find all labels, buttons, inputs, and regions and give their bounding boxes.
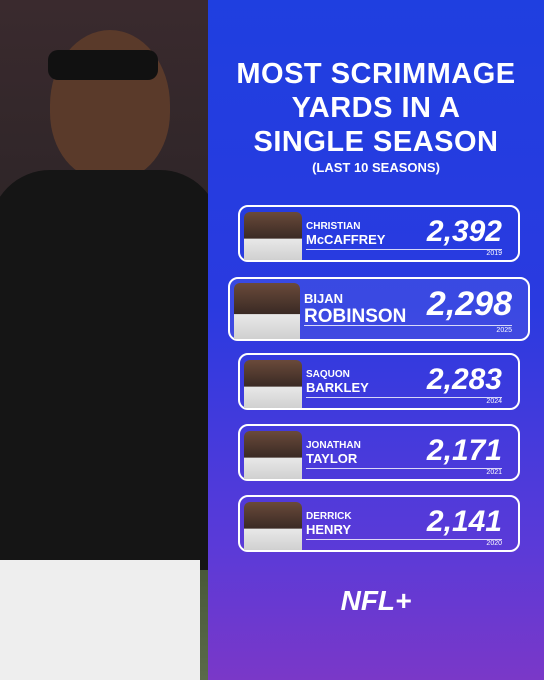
headband <box>48 50 158 80</box>
title-line: MOST SCRIMMAGE <box>236 58 516 90</box>
player-card: SAQUON BARKLEY 2,283 2024 <box>238 353 520 410</box>
divider <box>304 325 512 326</box>
first-name: SAQUON <box>306 369 350 380</box>
yards: 2,171 <box>426 434 502 467</box>
last-name: HENRY <box>306 522 352 537</box>
first-name: CHRISTIAN <box>306 221 361 232</box>
season-year: 2024 <box>486 398 502 405</box>
yards: 2,283 <box>426 363 502 396</box>
last-name: TAYLOR <box>306 451 358 466</box>
player-card: CHRISTIAN McCAFFREY 2,392 2019 <box>238 205 520 262</box>
info-panel: MOST SCRIMMAGE YARDS IN A SINGLE SEASON … <box>208 0 544 680</box>
subtitle: (LAST 10 SEASONS) <box>312 160 440 175</box>
headshot <box>244 431 302 479</box>
yards: 2,298 <box>426 285 512 323</box>
player-card: DERRICK HENRY 2,141 2020 <box>238 495 520 552</box>
season-year: 2025 <box>496 327 512 334</box>
divider <box>306 397 502 398</box>
player-photo <box>0 0 208 680</box>
last-name: McCAFFREY <box>306 232 386 247</box>
headshot <box>244 360 302 408</box>
headshot <box>234 283 300 339</box>
jersey <box>0 170 208 570</box>
first-name: JONATHAN <box>306 440 361 451</box>
logo: NFL+ <box>340 585 412 616</box>
first-name: DERRICK <box>306 511 352 522</box>
headshot <box>244 212 302 260</box>
divider <box>306 468 502 469</box>
headshot <box>244 502 302 550</box>
pants <box>0 560 200 680</box>
last-name: BARKLEY <box>306 380 369 395</box>
player-card: JONATHAN TAYLOR 2,171 2021 <box>238 424 520 481</box>
divider <box>306 249 502 250</box>
season-year: 2019 <box>486 250 502 257</box>
yards: 2,141 <box>426 505 502 538</box>
season-year: 2021 <box>486 469 502 476</box>
yards: 2,392 <box>426 215 502 248</box>
title-line: YARDS IN A <box>291 92 461 124</box>
season-year: 2020 <box>486 540 502 547</box>
player-card: BIJAN ROBINSON 2,298 2025 <box>228 277 530 341</box>
divider <box>306 539 502 540</box>
title-line: SINGLE SEASON <box>253 126 499 158</box>
last-name: ROBINSON <box>304 306 407 327</box>
first-name: BIJAN <box>304 291 344 306</box>
